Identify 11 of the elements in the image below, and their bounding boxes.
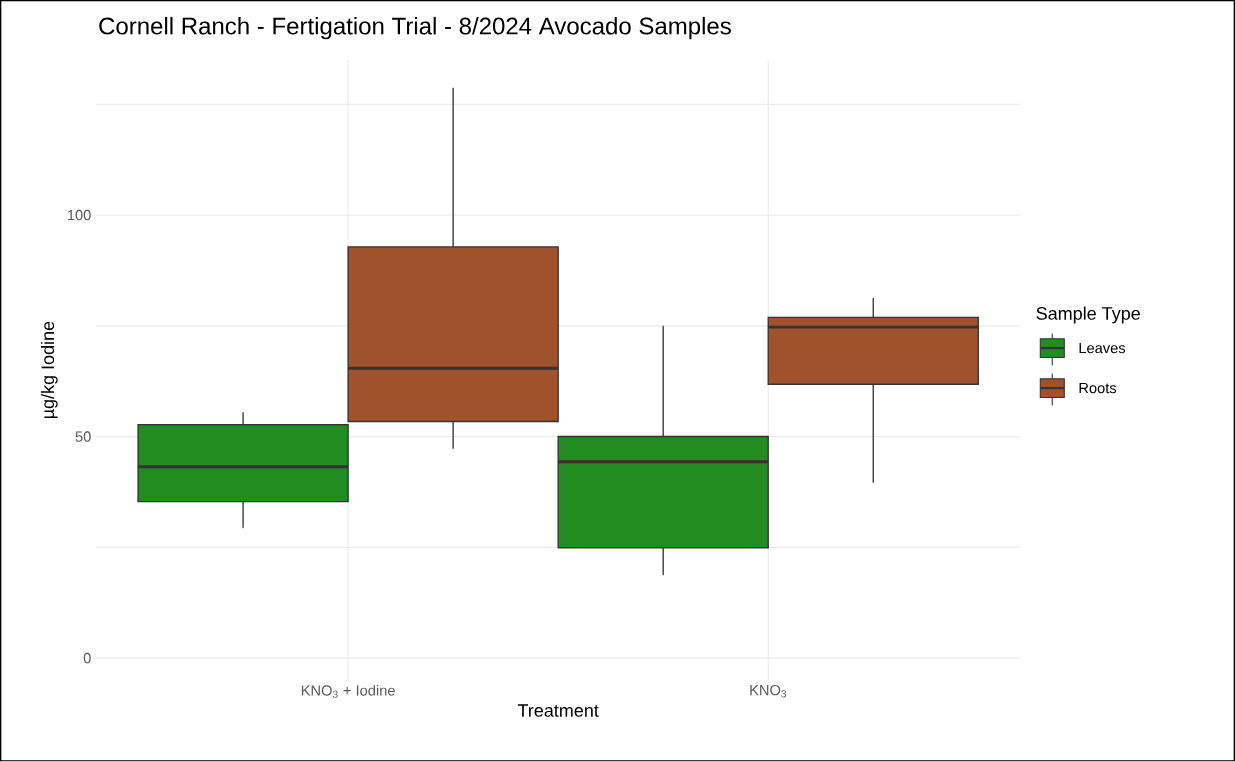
x-tick-label: KNO$_{3}$ [750,685,787,698]
y-tick-label: 50 [75,431,91,442]
legend-label: Roots [1079,383,1117,394]
x-tick-label: KNO$_{3}$ + Iodine [301,685,395,699]
chart-title: Cornell Ranch - Fertigation Trial - 8/2024 Avocado Samples [99,17,731,40]
x-axis-title: Treatment [517,704,599,718]
y-tick-label: 100 [67,210,91,221]
y-tick-label: 0 [83,653,91,664]
legend-label: Leaves [1079,343,1126,354]
y-axis-title: µg/kg Iodine [40,321,58,419]
legend-title: Sample Type [1036,306,1140,324]
